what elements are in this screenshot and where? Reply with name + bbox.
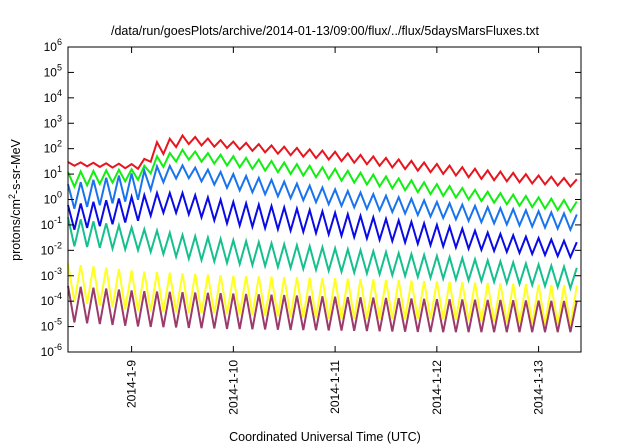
- x-tick-label: 2014-1-9: [125, 360, 139, 408]
- y-tick-label-base: 10: [44, 65, 58, 79]
- y-tick-label: 10-5: [41, 317, 62, 334]
- y-tick-label: 10-1: [41, 215, 62, 232]
- y-axis-label-sup: 2: [7, 194, 17, 199]
- y-tick-label: 10-3: [41, 266, 62, 283]
- y-tick-label: 10-6: [41, 342, 62, 359]
- y-tick-label-exp: 6: [57, 37, 62, 47]
- x-axis-label: Coordinated Universal Time (UTC): [229, 430, 421, 444]
- y-tick-label-exp: 2: [57, 139, 62, 149]
- y-tick-label-exp: -4: [54, 291, 62, 301]
- series-line-4: [67, 189, 578, 260]
- y-tick-label-exp: -6: [54, 342, 62, 352]
- y-tick-label: 104: [44, 88, 62, 105]
- y-tick-label-exp: -3: [54, 266, 62, 276]
- series-layer: [67, 133, 578, 333]
- y-tick-label-base: 10: [44, 40, 58, 54]
- y-tick-label-exp: -1: [54, 215, 62, 225]
- x-tick-label: 2014-1-12: [430, 360, 444, 415]
- y-tick-label-exp: -5: [54, 317, 62, 327]
- y-tick-label-base: 10: [44, 193, 58, 207]
- y-tick-label: 10-4: [41, 291, 62, 308]
- y-tick-label-base: 10: [41, 320, 55, 334]
- y-tick-label: 10-2: [41, 240, 62, 257]
- y-tick-label-base: 10: [41, 243, 55, 257]
- y-tick-label-exp: 0: [57, 190, 62, 200]
- x-tick-label: 2014-1-11: [328, 360, 342, 414]
- y-axis-label-base: protons/cm: [9, 199, 23, 261]
- y-tick-label: 106: [44, 37, 62, 54]
- y-tick-label-base: 10: [41, 345, 55, 359]
- y-tick-label-exp: 1: [57, 164, 62, 174]
- series-line-3: [67, 163, 578, 233]
- y-tick-label-base: 10: [41, 294, 55, 308]
- series-line-5: [67, 217, 578, 292]
- x-tick-label: 2014-1-13: [532, 360, 546, 415]
- series-line-1: [67, 133, 578, 189]
- series-line-7: [67, 285, 578, 333]
- y-tick-label-exp: 5: [57, 62, 62, 72]
- y-tick-label: 102: [44, 139, 62, 156]
- y-tick-label-base: 10: [44, 91, 58, 105]
- y-tick-label-base: 10: [44, 142, 58, 156]
- series-line-2: [67, 147, 578, 214]
- y-tick-label: 101: [44, 164, 62, 181]
- chart-title: /data/run/goesPlots/archive/2014-01-13/0…: [111, 24, 540, 38]
- y-tick-label: 100: [44, 190, 62, 207]
- y-axis-label-rest: -s-sr-MeV: [9, 138, 23, 194]
- y-axis-label: protons/cm2-s-sr-MeV: [7, 138, 23, 260]
- y-tick-label-base: 10: [41, 218, 55, 232]
- y-tick-label-exp: -2: [54, 240, 62, 250]
- y-tick-label-exp: 3: [57, 113, 62, 123]
- y-tick-label-base: 10: [44, 167, 58, 181]
- y-axis: 10-610-510-410-310-210-11001011021031041…: [41, 37, 581, 359]
- x-tick-label: 2014-1-10: [226, 360, 240, 415]
- x-axis: 2014-1-9 2014-1-10 2014-1-11 2014-1-12 2014-…: [125, 47, 546, 415]
- y-tick-label: 105: [44, 62, 62, 79]
- y-tick-label-base: 10: [44, 116, 58, 130]
- y-tick-label: 103: [44, 113, 62, 130]
- y-tick-label-exp: 4: [57, 88, 62, 98]
- series-line-6: [67, 263, 578, 327]
- y-tick-label-base: 10: [41, 269, 55, 283]
